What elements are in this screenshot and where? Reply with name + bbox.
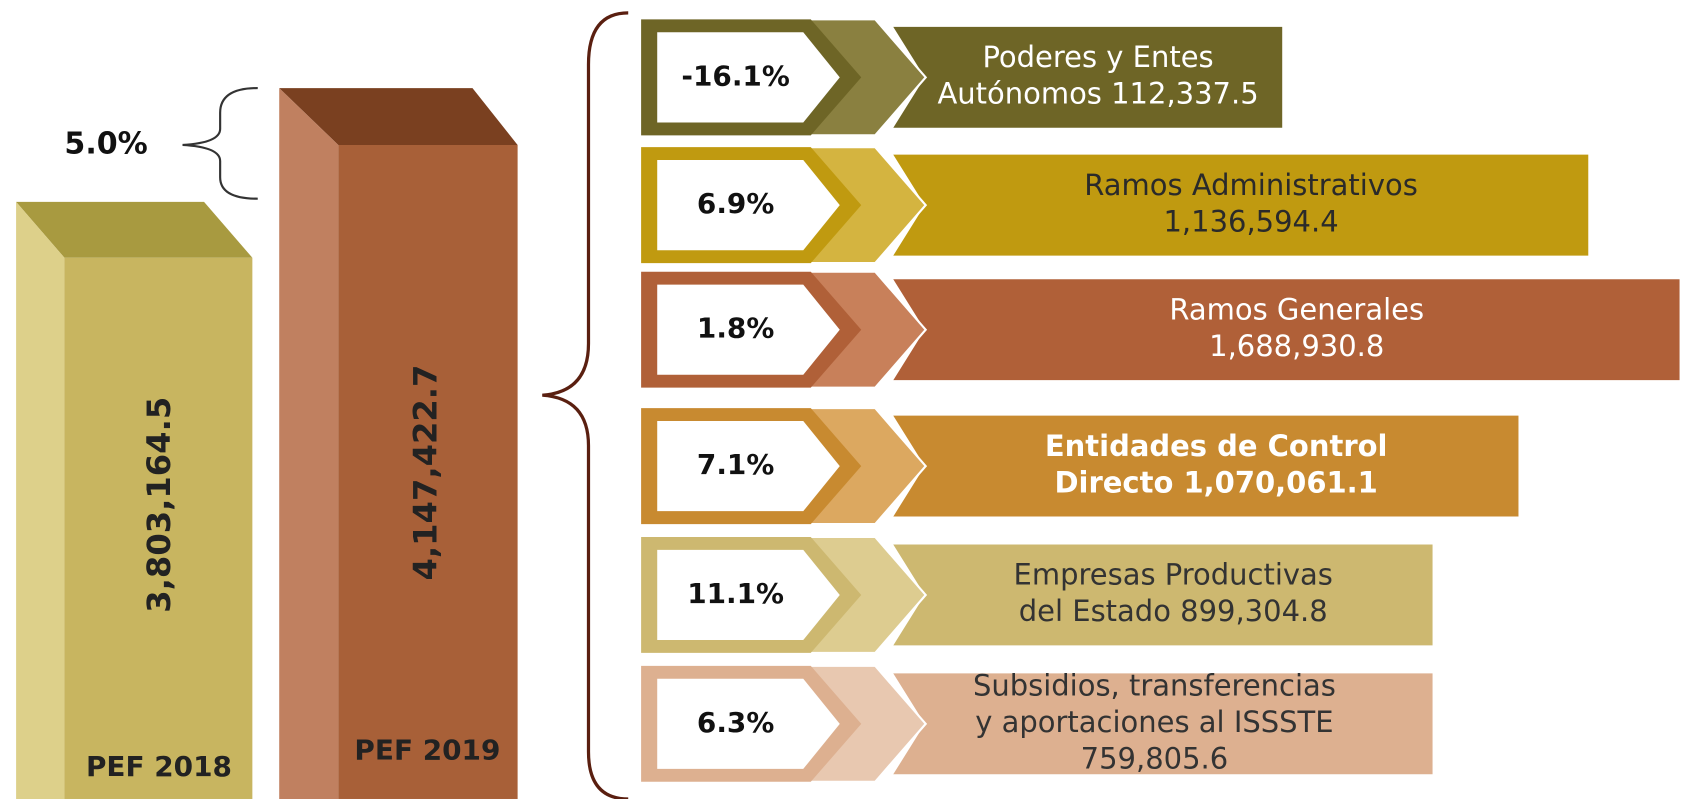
bar-top bbox=[279, 88, 518, 145]
bar-top bbox=[16, 201, 253, 258]
item-text: Entidades de Control bbox=[1045, 429, 1388, 463]
item-text: Directo 1,070,061.1 bbox=[1054, 465, 1377, 499]
bar-front bbox=[338, 144, 518, 799]
item-text: Ramos Administrativos bbox=[1084, 168, 1418, 202]
item-text: Autónomos 112,337.5 bbox=[937, 77, 1258, 111]
item-text: Ramos Generales bbox=[1169, 292, 1424, 326]
bar-value: 3,803,164.5 bbox=[140, 397, 178, 613]
pct-box bbox=[657, 284, 840, 375]
pct-box bbox=[657, 32, 840, 123]
item-text: Subsidios, transferencias bbox=[973, 668, 1336, 702]
item-text: del Estado 899,304.8 bbox=[1019, 594, 1328, 628]
brace bbox=[542, 11, 629, 799]
brace bbox=[182, 86, 258, 200]
pct-label: 7.1% bbox=[697, 448, 774, 481]
item-text: 759,805.6 bbox=[1081, 741, 1229, 775]
growth-label: 5.0% bbox=[64, 126, 147, 161]
pct-box bbox=[657, 678, 840, 769]
pct-label: -16.1% bbox=[681, 59, 789, 92]
item-text: Empresas Productivas bbox=[1014, 558, 1333, 592]
pct-label: 6.9% bbox=[697, 187, 774, 220]
pct-label: 6.3% bbox=[697, 706, 774, 739]
pct-box bbox=[657, 549, 840, 641]
bar-front bbox=[64, 257, 253, 799]
item-text: 1,688,930.8 bbox=[1209, 329, 1384, 363]
pct-box bbox=[657, 160, 840, 251]
pct-label: 11.1% bbox=[687, 577, 784, 610]
bar-side bbox=[16, 201, 65, 799]
bar-label: PEF 2019 bbox=[354, 734, 500, 767]
item-text: Poderes y Entes bbox=[982, 40, 1213, 74]
pct-label: 1.8% bbox=[697, 312, 774, 345]
pct-box bbox=[657, 420, 840, 512]
bar-label: PEF 2018 bbox=[86, 750, 232, 783]
item-text: y aportaciones al ISSSTE bbox=[975, 705, 1333, 739]
bar-value: 4,147,422.7 bbox=[406, 365, 444, 581]
item-text: 1,136,594.4 bbox=[1163, 204, 1338, 238]
bar-side bbox=[279, 88, 339, 799]
